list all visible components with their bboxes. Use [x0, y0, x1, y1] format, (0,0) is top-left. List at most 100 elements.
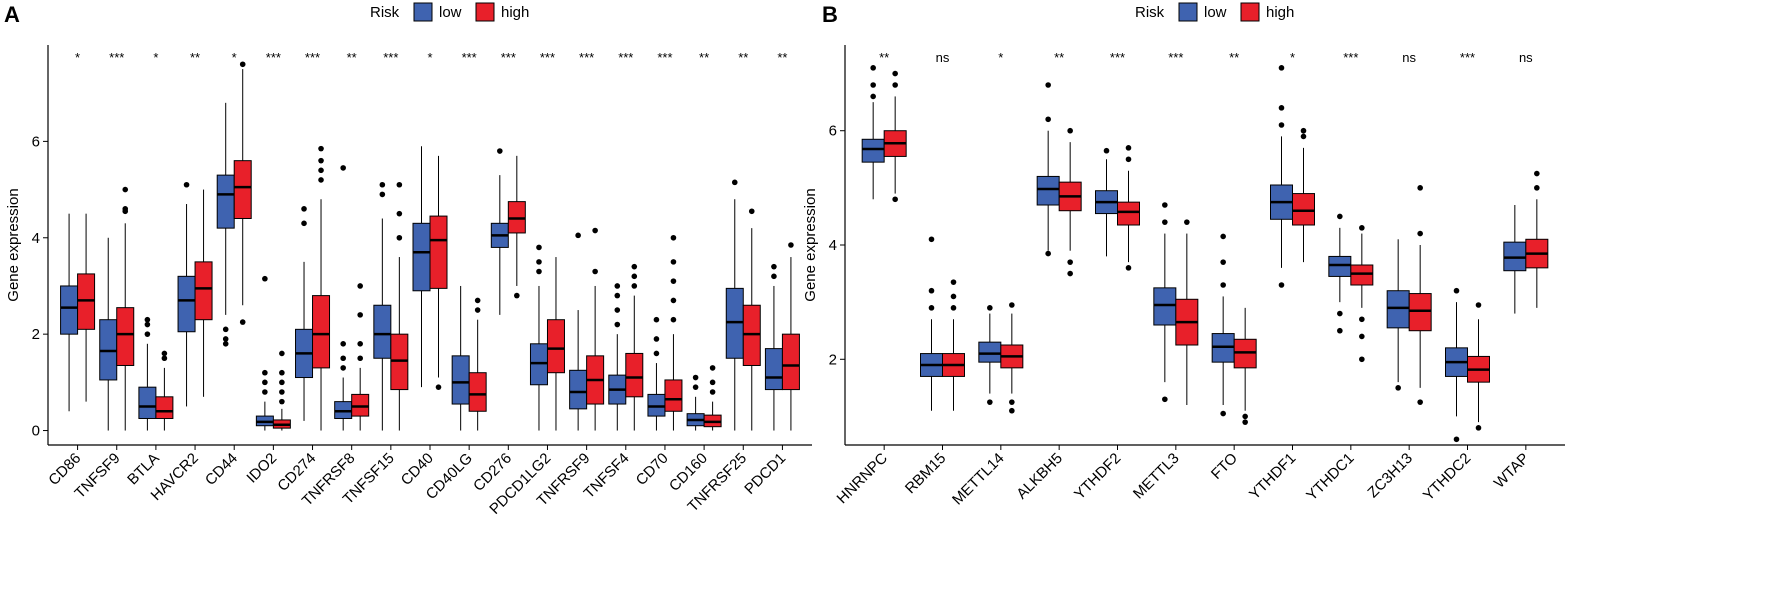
- outlier: [262, 369, 268, 376]
- x-tick-label: ALKBH5: [1013, 450, 1066, 503]
- box: [978, 341, 1002, 363]
- outlier: [788, 242, 794, 248]
- x-tick-label: PDCD1: [741, 450, 789, 498]
- legend-swatch: [475, 2, 495, 22]
- significance-label: **: [699, 50, 709, 65]
- outlier: [318, 177, 324, 183]
- box: [569, 369, 588, 410]
- outlier: [279, 398, 285, 405]
- significance-label: *: [998, 50, 1003, 65]
- box: [429, 215, 448, 289]
- box: [373, 304, 392, 359]
- outlier: [239, 61, 246, 68]
- outlier: [1045, 116, 1051, 123]
- outlier: [1359, 356, 1365, 363]
- box: [451, 355, 470, 405]
- outlier: [670, 278, 677, 284]
- outlier: [357, 283, 363, 289]
- x-tick-label: METTL14: [949, 450, 1008, 509]
- outlier: [928, 236, 935, 243]
- outlier: [1009, 399, 1015, 405]
- box: [1408, 293, 1432, 332]
- outlier: [987, 399, 993, 405]
- box: [216, 174, 235, 229]
- outlier: [161, 350, 168, 357]
- outlier: [279, 379, 285, 386]
- significance-label: ***: [266, 50, 281, 65]
- outlier: [1475, 425, 1482, 431]
- outlier: [870, 93, 876, 100]
- box: [625, 352, 644, 398]
- significance-label: ns: [1519, 50, 1533, 65]
- box: [1350, 264, 1374, 286]
- outlier: [122, 186, 129, 193]
- significance-label: ns: [936, 50, 950, 65]
- outlier: [1278, 122, 1285, 128]
- outlier: [1009, 302, 1015, 308]
- outlier: [1067, 127, 1073, 134]
- y-axis-label: Gene expression: [5, 188, 22, 301]
- significance-label: ***: [540, 50, 555, 65]
- significance-label: **: [777, 50, 787, 65]
- outlier: [357, 340, 363, 347]
- outlier: [1359, 333, 1365, 340]
- outlier: [892, 82, 898, 88]
- outlier: [1242, 413, 1248, 420]
- outlier: [614, 321, 621, 328]
- outlier: [1534, 170, 1540, 177]
- outlier: [279, 350, 285, 357]
- outlier: [1220, 233, 1226, 240]
- outlier: [474, 297, 481, 304]
- outlier: [497, 148, 503, 154]
- significance-label: ***: [383, 50, 398, 65]
- legend-swatch: [413, 2, 433, 22]
- outlier: [262, 275, 268, 282]
- outlier: [222, 340, 229, 347]
- y-tick-label: 2: [829, 351, 837, 368]
- box: [1386, 290, 1410, 329]
- significance-label: **: [347, 50, 357, 65]
- outlier: [1162, 396, 1168, 403]
- outlier: [536, 268, 542, 275]
- significance-label: **: [1054, 50, 1064, 65]
- legend-swatch: [1178, 2, 1198, 22]
- significance-label: ***: [109, 50, 124, 65]
- outlier: [1067, 270, 1073, 277]
- outlier: [1475, 302, 1482, 308]
- legend-title: Risk: [370, 4, 400, 21]
- outlier: [709, 379, 716, 386]
- significance-label: ***: [462, 50, 477, 65]
- outlier: [1220, 410, 1226, 417]
- outlier: [592, 227, 598, 234]
- outlier: [748, 208, 755, 215]
- outlier: [709, 365, 716, 371]
- outlier: [122, 206, 129, 212]
- outlier: [575, 232, 581, 239]
- significance-label: *: [75, 50, 80, 65]
- outlier: [1337, 327, 1343, 334]
- significance-label: ***: [657, 50, 672, 65]
- y-tick-label: 6: [829, 123, 837, 140]
- outlier: [262, 379, 268, 386]
- outlier: [1278, 282, 1285, 288]
- outlier: [340, 365, 346, 371]
- outlier: [1337, 310, 1343, 317]
- significance-label: **: [1229, 50, 1239, 65]
- outlier: [928, 305, 935, 311]
- box: [155, 396, 174, 419]
- box: [412, 222, 431, 292]
- outlier: [928, 287, 935, 294]
- significance-label: ***: [1343, 50, 1358, 65]
- box: [546, 319, 565, 374]
- box: [138, 386, 157, 419]
- box: [764, 348, 783, 391]
- outlier: [222, 336, 229, 342]
- outlier: [1359, 316, 1365, 323]
- outlier: [1220, 282, 1226, 288]
- significance-label: ns: [1402, 50, 1416, 65]
- significance-label: ***: [305, 50, 320, 65]
- outlier: [950, 293, 957, 300]
- outlier: [144, 331, 151, 337]
- y-tick-label: 6: [32, 133, 40, 150]
- outlier: [614, 307, 621, 313]
